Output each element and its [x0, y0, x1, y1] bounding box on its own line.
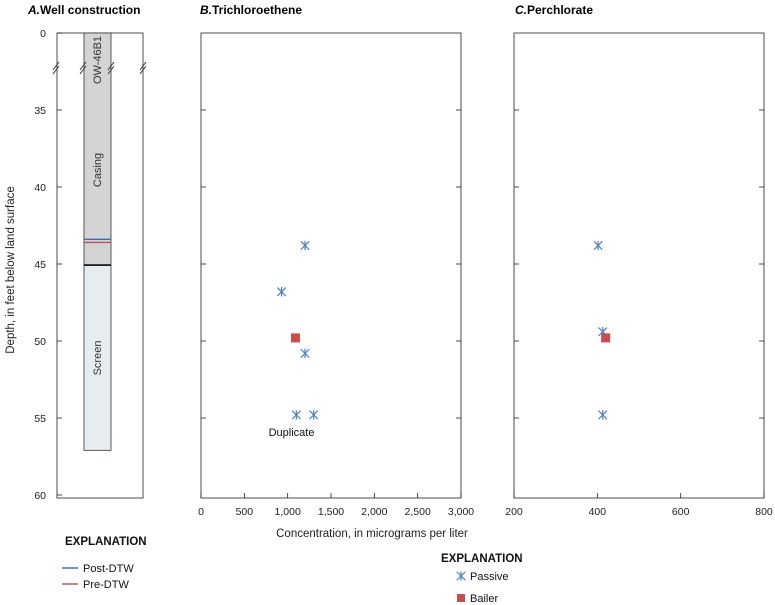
perchlorate-plot-frame: [513, 32, 765, 499]
screen: [83, 265, 112, 451]
legend-bailer-label: Bailer: [470, 593, 498, 605]
depth-tick-label: 0: [40, 28, 46, 40]
trichloroethene-x-tick-label: 0: [198, 506, 204, 518]
depth-tick-label: 40: [34, 182, 46, 194]
perchlorate-passive-point: [598, 410, 608, 420]
panel-a-letter: A.: [27, 3, 40, 17]
panel-c-letter: C.: [515, 3, 527, 17]
perchlorate-x-tick-label: 400: [589, 506, 607, 518]
explanation-right-title: EXPLANATION: [441, 553, 523, 565]
legend-passive-marker: [456, 571, 466, 581]
well-name-label: OW-46B1: [92, 36, 104, 84]
screen-label: Screen: [92, 341, 104, 376]
axis-break-casing-left: [79, 61, 87, 75]
trichloroethene-panel: 0 500 1,000 1,500 2,000 2,500 3,000 Duplicate: [198, 32, 474, 518]
panel-c-name: Perchlorate: [527, 3, 593, 17]
depth-tick-label: 50: [34, 336, 46, 348]
axis-break-left: [52, 61, 60, 75]
trichloroethene-passive-point: [276, 287, 287, 297]
legend-bailer-marker: [457, 594, 465, 602]
depth-tick-label: 45: [34, 259, 46, 271]
panel-b-title: B.Trichloroethene: [200, 3, 302, 17]
panel-c-title: C.Perchlorate: [515, 3, 593, 17]
explanation-right: EXPLANATION Passive Bailer: [441, 553, 523, 605]
panel-a-title: A.Well construction: [27, 3, 140, 17]
legend-passive-glyph: [456, 571, 466, 581]
trichloroethene-annotation: Duplicate: [269, 427, 315, 439]
depth-tick-labels: 0 35 40 45 50 55 60: [34, 28, 62, 502]
trichloroethene-x-tick-label: 1,000: [275, 506, 301, 518]
trichloroethene-passive-point: [291, 410, 301, 420]
casing-label: Casing: [92, 153, 104, 187]
panel-b-name: Trichloroethene: [212, 3, 302, 17]
trichloroethene-passive-point: [300, 348, 310, 359]
perchlorate-panel: 200 400 600 800: [505, 32, 773, 518]
panel-a-name: Well construction: [40, 3, 140, 17]
perchlorate-x-tick-label: 200: [505, 506, 523, 518]
trichloroethene-x-tick-label: 2,500: [405, 506, 431, 518]
perchlorate-x-tick-label: 600: [672, 506, 690, 518]
legend-pre-dtw-label: Pre-DTW: [83, 579, 129, 591]
trichloroethene-x-tick-label: 3,000: [448, 506, 474, 518]
perchlorate-bailer-point: [601, 333, 611, 343]
perchlorate-passive-point: [593, 240, 603, 251]
panel-b-letter: B.: [200, 3, 212, 17]
trichloroethene-x-tick-label: 500: [236, 506, 254, 518]
axis-break-marks: [52, 61, 147, 75]
depth-tick-label: 55: [34, 413, 46, 425]
explanation-left: EXPLANATION Post-DTW Pre-DTW: [62, 536, 147, 591]
y-axis-label: Depth, in feet below land surface: [5, 186, 17, 354]
legend-passive-label: Passive: [470, 571, 509, 583]
trichloroethene-x-tick-label: 2,000: [361, 506, 387, 518]
explanation-left-title: EXPLANATION: [65, 536, 147, 548]
well-construction-panel: OW-46B1 Casing Screen 0 35 40 45 50 55 60: [34, 28, 147, 502]
trichloroethene-x-tick-label: 1,500: [318, 506, 344, 518]
axis-break-right: [139, 61, 147, 75]
trichloroethene-passive-point: [309, 410, 319, 420]
depth-tick-label: 60: [34, 490, 46, 502]
perchlorate-x-tick-label: 800: [755, 506, 773, 518]
trichloroethene-passive-point: [300, 240, 310, 251]
trichloroethene-plot-frame: [200, 32, 462, 499]
x-axis-label: Concentration, in micrograms per liter: [276, 528, 468, 540]
depth-tick-label: 35: [34, 105, 46, 117]
axis-break-casing-right: [107, 61, 115, 75]
legend-post-dtw-label: Post-DTW: [83, 563, 134, 575]
trichloroethene-bailer-point: [290, 333, 300, 343]
